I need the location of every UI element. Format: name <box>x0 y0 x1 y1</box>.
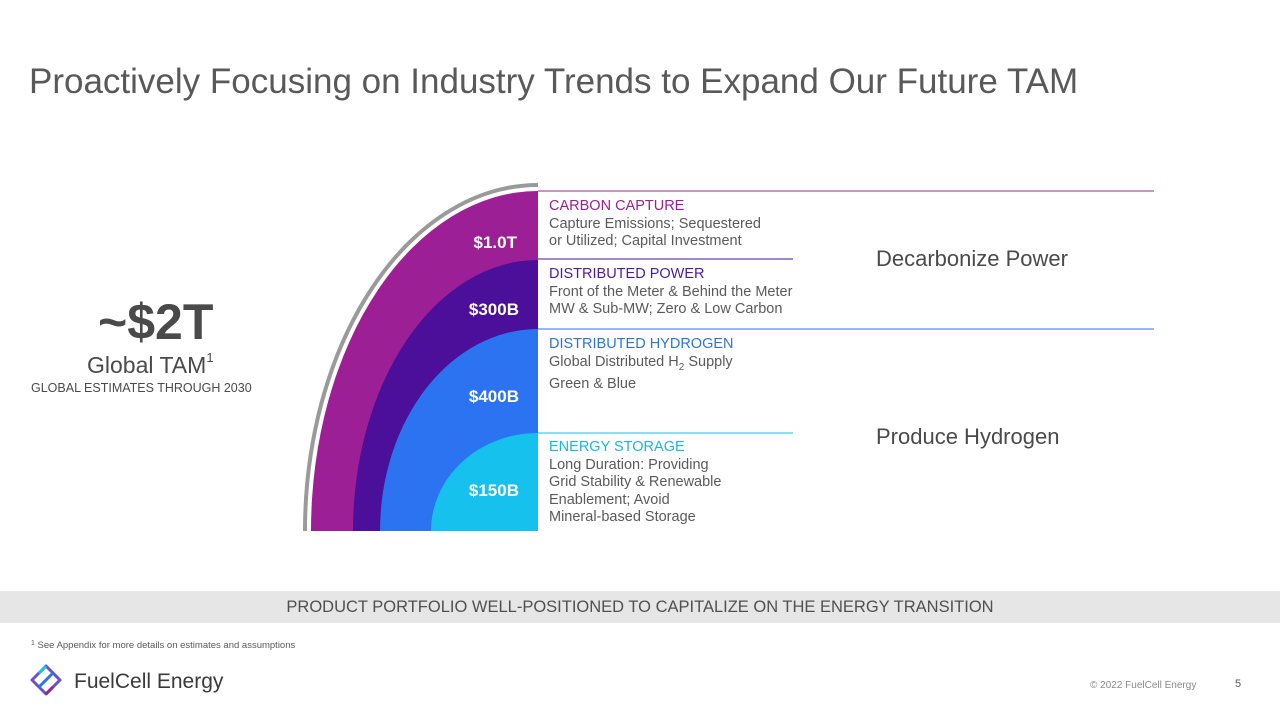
segment-value-energy-storage: $150B <box>469 481 519 500</box>
segment-carbon-capture: CARBON CAPTURE Capture Emissions; Seques… <box>549 198 761 251</box>
h2-prefix: Global Distributed H <box>549 353 679 370</box>
segment-value-carbon-capture: $1.0T <box>474 233 518 252</box>
footnote-marker: 1 <box>31 640 35 647</box>
outer-ring <box>303 183 539 532</box>
fuelcell-logo-icon <box>30 664 62 696</box>
tam-value: ~$2T <box>98 294 214 350</box>
copyright: © 2022 FuelCell Energy <box>1090 680 1197 691</box>
segment-desc-line: Enablement; Avoid <box>549 491 670 508</box>
tam-subtitle: GLOBAL ESTIMATES THROUGH 2030 <box>31 381 252 395</box>
segment-desc-line: Grid Stability & Renewable <box>549 474 722 490</box>
group-label-produce-hydrogen: Produce Hydrogen <box>876 424 1060 449</box>
page-number: 5 <box>1235 678 1242 690</box>
tam-label-superscript: 1 <box>206 350 214 365</box>
company-name: FuelCell Energy <box>74 670 224 693</box>
segment-value-distributed-power: $300B <box>469 300 519 319</box>
segment-energy-storage: ENERGY STORAGE Long Duration: Providing … <box>549 439 721 527</box>
segment-distributed-power: DISTRIBUTED POWER Front of the Meter & B… <box>549 266 792 319</box>
segment-heading: DISTRIBUTED HYDROGEN <box>549 336 734 352</box>
segment-desc-line-h2: Global Distributed H2 Supply <box>549 354 734 376</box>
segment-desc-line: Capture Emissions; Sequestered <box>549 215 761 232</box>
segment-desc-line: Green & Blue <box>549 375 637 392</box>
portfolio-banner: PRODUCT PORTFOLIO WELL-POSITIONED TO CAP… <box>0 591 1280 623</box>
segment-desc-line: or Utilized; Capital Investment <box>549 233 742 249</box>
group-label-decarbonize-power: Decarbonize Power <box>876 246 1068 271</box>
segment-value-distributed-hydrogen: $400B <box>469 387 519 406</box>
segment-heading: DISTRIBUTED POWER <box>549 266 705 282</box>
segment-distributed-hydrogen: DISTRIBUTED HYDROGEN Global Distributed … <box>549 336 734 393</box>
h2-subscript: 2 <box>678 361 685 373</box>
segment-desc-line: Front of the Meter & Behind the Meter <box>549 283 793 300</box>
page-title: Proactively Focusing on Industry Trends … <box>29 62 1079 101</box>
segment-desc-line: MW & Sub-MW; Zero & Low Carbon <box>549 301 783 317</box>
segment-heading: ENERGY STORAGE <box>549 439 685 455</box>
footnote: 1 See Appendix for more details on estim… <box>31 640 295 651</box>
segment-arc-energy-storage <box>431 433 538 531</box>
segment-desc-line: Mineral-based Storage <box>549 509 696 525</box>
h2-suffix: Supply <box>684 353 733 370</box>
footnote-text: See Appendix for more details on estimat… <box>34 640 296 651</box>
segment-heading: CARBON CAPTURE <box>549 198 685 214</box>
tam-label: Global TAM1 <box>87 350 214 379</box>
segment-desc-line: Long Duration: Providing <box>549 456 709 473</box>
tam-label-text: Global TAM <box>87 352 207 378</box>
